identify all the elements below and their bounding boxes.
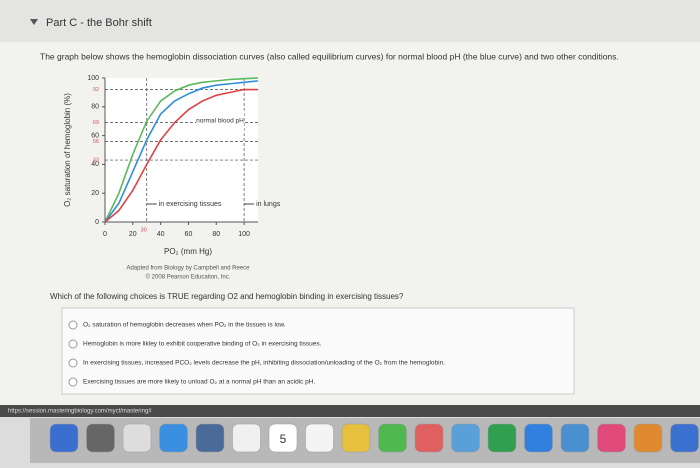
curve — [104, 88, 258, 223]
dock-icon[interactable] — [195, 423, 225, 453]
choice[interactable]: In exercising tissues, increased PCO₂ le… — [83, 360, 445, 367]
x-tick-label: 0 — [103, 231, 107, 238]
choices-box — [61, 307, 575, 395]
dock-icon[interactable] — [487, 423, 517, 453]
dock-icon[interactable] — [122, 423, 152, 453]
level-label: 69 — [93, 120, 99, 126]
level-label: 92 — [93, 87, 99, 93]
y-tick-label: 40 — [91, 161, 99, 168]
status-bar — [0, 405, 700, 417]
part-title[interactable]: Part C - the Bohr shift — [46, 17, 152, 29]
dock-icon[interactable] — [86, 423, 115, 453]
part-header-bg — [0, 0, 700, 42]
credit: Adapted from Biology by Campbell and Ree… — [126, 266, 250, 272]
x-tick-label: 100 — [238, 231, 250, 238]
y-tick-label: 80 — [91, 104, 99, 111]
dock-icon[interactable] — [341, 423, 371, 453]
dock-icon[interactable] — [378, 423, 407, 453]
radio[interactable] — [68, 377, 78, 387]
choice[interactable]: Exercising tissues are more likely to un… — [83, 379, 315, 386]
calendar-day: 5 — [280, 432, 287, 446]
dock-icon[interactable] — [451, 423, 480, 453]
annotation: in exercising tissues — [159, 201, 222, 208]
x-tick-label: 40 — [157, 231, 165, 238]
annotation-bg — [196, 110, 244, 134]
x-tick-label: 80 — [212, 231, 220, 238]
question: Which of the following choices is TRUE r… — [50, 292, 404, 301]
radio[interactable] — [68, 358, 78, 368]
y-tick-label: 60 — [91, 132, 99, 139]
y-tick-label: 0 — [95, 219, 99, 226]
curve — [104, 77, 259, 223]
plot-bg — [105, 78, 258, 222]
y-tick-label: 100 — [87, 75, 99, 82]
dock-icon[interactable] — [49, 423, 79, 453]
dock-icon[interactable] — [560, 423, 590, 453]
dock-icon[interactable] — [159, 423, 188, 453]
collapse-arrow[interactable] — [30, 19, 38, 25]
y-tick-label: 20 — [91, 190, 99, 197]
dock-icon[interactable] — [670, 423, 699, 453]
url: https://session.masteringbiology.com/myc… — [8, 409, 152, 415]
level-label: 56 — [93, 139, 99, 145]
annotation: normal blood pH — [196, 118, 244, 125]
radio[interactable] — [68, 339, 78, 349]
dock-icon[interactable] — [305, 423, 334, 453]
dock-icon[interactable] — [232, 423, 261, 453]
annotation: in lungs — [256, 201, 281, 208]
dock-icon[interactable] — [524, 423, 553, 453]
dock-icon[interactable] — [268, 423, 298, 453]
curve — [104, 80, 259, 223]
y-axis-label: O₂ saturation of hemoglobin (%) — [63, 93, 72, 207]
dock-icon[interactable] — [597, 423, 626, 453]
choice[interactable]: O₂ saturation of hemoglobin decreases wh… — [83, 322, 286, 329]
x-axis-label: PO₂ (mm Hg) — [164, 247, 212, 256]
dock-icon[interactable] — [633, 423, 663, 453]
dock-icon[interactable] — [414, 423, 444, 453]
credit: © 2008 Pearson Education, Inc. — [146, 274, 231, 281]
radio[interactable] — [68, 320, 78, 330]
choice[interactable]: Hemoglobin is more likley to exhibit coo… — [83, 341, 322, 348]
x-tick-label: 20 — [129, 231, 137, 238]
x-marker-label: 30 — [141, 227, 147, 233]
intro: The graph below shows the hemoglobin dis… — [40, 51, 619, 61]
x-tick-label: 60 — [185, 231, 193, 238]
level-label: 43 — [93, 158, 99, 164]
